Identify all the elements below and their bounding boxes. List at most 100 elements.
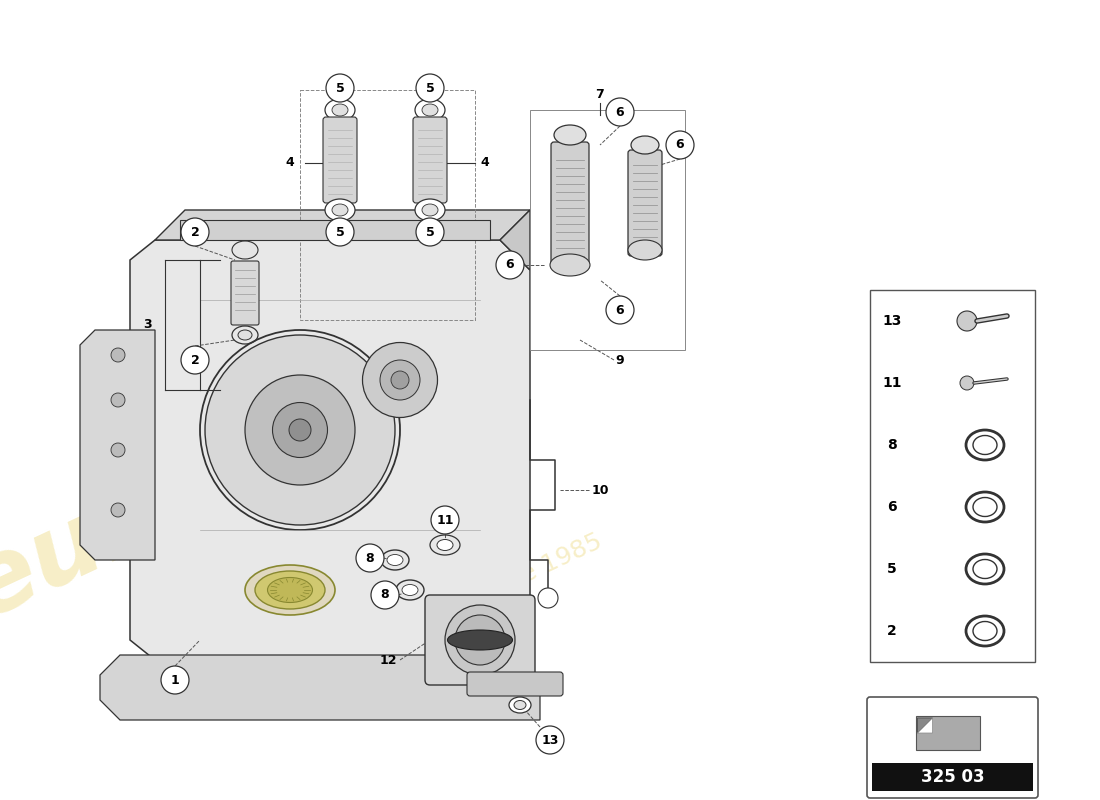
Text: 6: 6 [506, 258, 515, 271]
FancyBboxPatch shape [468, 672, 563, 696]
Text: 13: 13 [541, 734, 559, 746]
Circle shape [326, 218, 354, 246]
Circle shape [536, 726, 564, 754]
Polygon shape [500, 210, 530, 270]
Text: 4: 4 [286, 157, 295, 170]
Ellipse shape [111, 503, 125, 517]
Polygon shape [155, 210, 530, 240]
Ellipse shape [446, 605, 515, 675]
Circle shape [182, 218, 209, 246]
FancyBboxPatch shape [551, 142, 588, 268]
FancyBboxPatch shape [915, 716, 979, 750]
FancyBboxPatch shape [323, 117, 358, 203]
Text: 10: 10 [592, 483, 608, 497]
Ellipse shape [232, 241, 258, 259]
Polygon shape [100, 655, 540, 720]
FancyBboxPatch shape [231, 261, 258, 325]
Circle shape [606, 98, 634, 126]
Ellipse shape [628, 240, 662, 260]
FancyBboxPatch shape [867, 697, 1038, 798]
Text: 11: 11 [437, 514, 453, 526]
Text: 8: 8 [887, 438, 896, 452]
Ellipse shape [267, 578, 312, 602]
Text: 8: 8 [381, 589, 389, 602]
Circle shape [960, 376, 974, 390]
Bar [870, 290, 1035, 662]
Ellipse shape [289, 419, 311, 441]
Ellipse shape [379, 360, 420, 400]
Text: 2: 2 [887, 624, 896, 638]
Ellipse shape [332, 204, 348, 216]
Circle shape [666, 131, 694, 159]
Text: 9: 9 [616, 354, 625, 366]
Polygon shape [180, 220, 490, 240]
Circle shape [416, 74, 444, 102]
Ellipse shape [455, 615, 505, 665]
Circle shape [538, 588, 558, 608]
Text: 1: 1 [170, 674, 179, 686]
Ellipse shape [422, 104, 438, 116]
Ellipse shape [273, 402, 328, 458]
Text: a passionate parts since 1985: a passionate parts since 1985 [254, 530, 605, 710]
Ellipse shape [422, 204, 438, 216]
Circle shape [161, 666, 189, 694]
Ellipse shape [205, 335, 395, 525]
Circle shape [957, 311, 977, 331]
Bar [872, 763, 1033, 791]
Polygon shape [130, 240, 530, 660]
Ellipse shape [245, 565, 336, 615]
Ellipse shape [324, 199, 355, 221]
Text: 13: 13 [882, 314, 902, 328]
Ellipse shape [415, 199, 446, 221]
Ellipse shape [245, 375, 355, 485]
Circle shape [326, 74, 354, 102]
Text: 6: 6 [888, 500, 896, 514]
Text: 3: 3 [144, 318, 152, 331]
Text: 8: 8 [365, 551, 374, 565]
Ellipse shape [437, 539, 453, 550]
Text: 11: 11 [882, 376, 902, 390]
Text: 5: 5 [426, 82, 434, 94]
Text: 6: 6 [616, 106, 625, 118]
Text: 6: 6 [675, 138, 684, 151]
Ellipse shape [514, 701, 526, 710]
Ellipse shape [255, 571, 324, 609]
Ellipse shape [509, 697, 531, 713]
Text: 4: 4 [481, 157, 490, 170]
Ellipse shape [631, 136, 659, 154]
Ellipse shape [111, 393, 125, 407]
Text: 6: 6 [616, 303, 625, 317]
Ellipse shape [415, 99, 446, 121]
Text: 2: 2 [190, 354, 199, 366]
Text: 2: 2 [190, 226, 199, 238]
Bar [300, 90, 475, 320]
Ellipse shape [332, 104, 348, 116]
Ellipse shape [448, 630, 513, 650]
Ellipse shape [387, 554, 403, 566]
Text: 5: 5 [426, 226, 434, 238]
Text: 325 03: 325 03 [921, 768, 984, 786]
Text: 5: 5 [887, 562, 896, 576]
Ellipse shape [554, 125, 586, 145]
Ellipse shape [111, 348, 125, 362]
Circle shape [356, 544, 384, 572]
Circle shape [496, 251, 524, 279]
Text: eurofores: eurofores [0, 321, 488, 639]
Ellipse shape [550, 254, 590, 276]
Bar [530, 110, 685, 350]
Ellipse shape [402, 585, 418, 595]
Circle shape [416, 218, 444, 246]
Text: 5: 5 [336, 226, 344, 238]
Text: 7: 7 [595, 89, 604, 102]
Ellipse shape [324, 99, 355, 121]
Text: 5: 5 [336, 82, 344, 94]
Polygon shape [917, 718, 933, 733]
Ellipse shape [238, 330, 252, 340]
Text: 12: 12 [379, 654, 397, 666]
Circle shape [606, 296, 634, 324]
Polygon shape [917, 718, 933, 733]
Circle shape [182, 346, 209, 374]
Circle shape [431, 506, 459, 534]
Ellipse shape [363, 342, 438, 418]
Circle shape [371, 581, 399, 609]
